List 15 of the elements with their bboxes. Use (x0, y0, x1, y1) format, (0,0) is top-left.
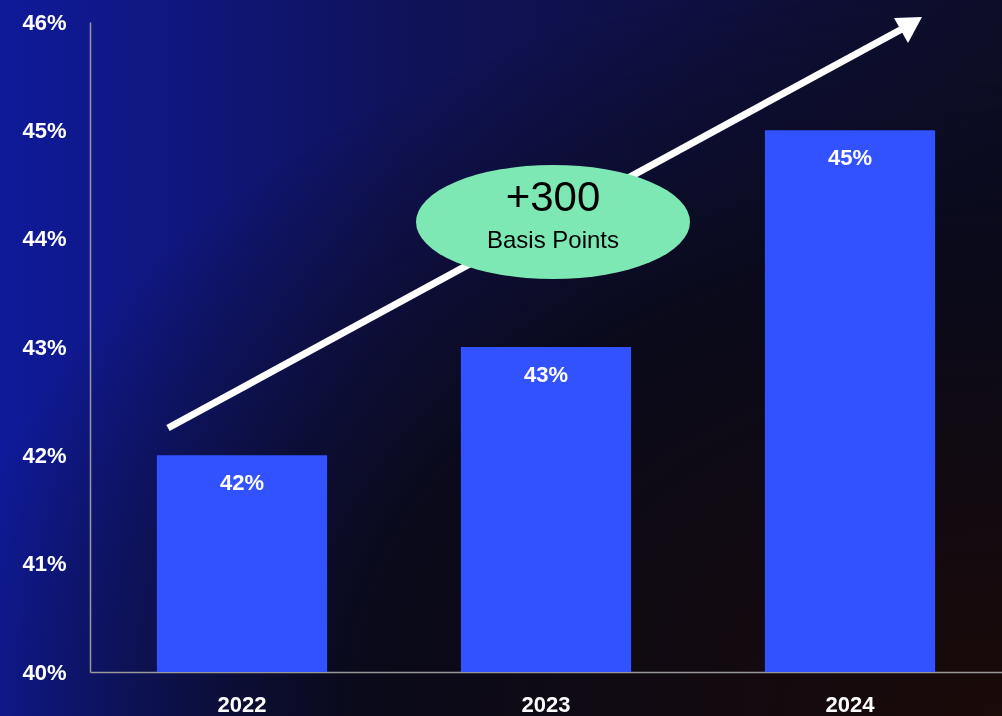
x-tick-label: 2024 (825, 691, 876, 716)
y-tick-label: 45% (22, 117, 67, 143)
y-tick-label: 42% (22, 442, 67, 468)
y-tick-label: 46% (22, 9, 67, 35)
x-tick-label: 2022 (217, 691, 267, 716)
data-label: 45% (827, 145, 873, 171)
y-tick-label: 43% (22, 334, 67, 360)
y-tick-label: 44% (22, 226, 67, 252)
x-tick-label: 2023 (521, 691, 571, 716)
data-label: 43% (523, 362, 569, 387)
y-tick-label: 41% (22, 551, 67, 577)
y-tick-label: 40% (22, 659, 67, 685)
annotation: Basis Points (485, 226, 621, 253)
data-label: 42% (219, 470, 265, 496)
annotation: +300 (504, 173, 602, 220)
